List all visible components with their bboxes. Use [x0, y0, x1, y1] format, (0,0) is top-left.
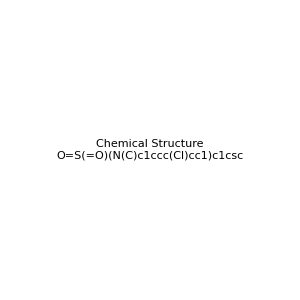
Text: Chemical Structure
O=S(=O)(N(C)c1ccc(Cl)cc1)c1csc: Chemical Structure O=S(=O)(N(C)c1ccc(Cl)… [56, 139, 244, 161]
